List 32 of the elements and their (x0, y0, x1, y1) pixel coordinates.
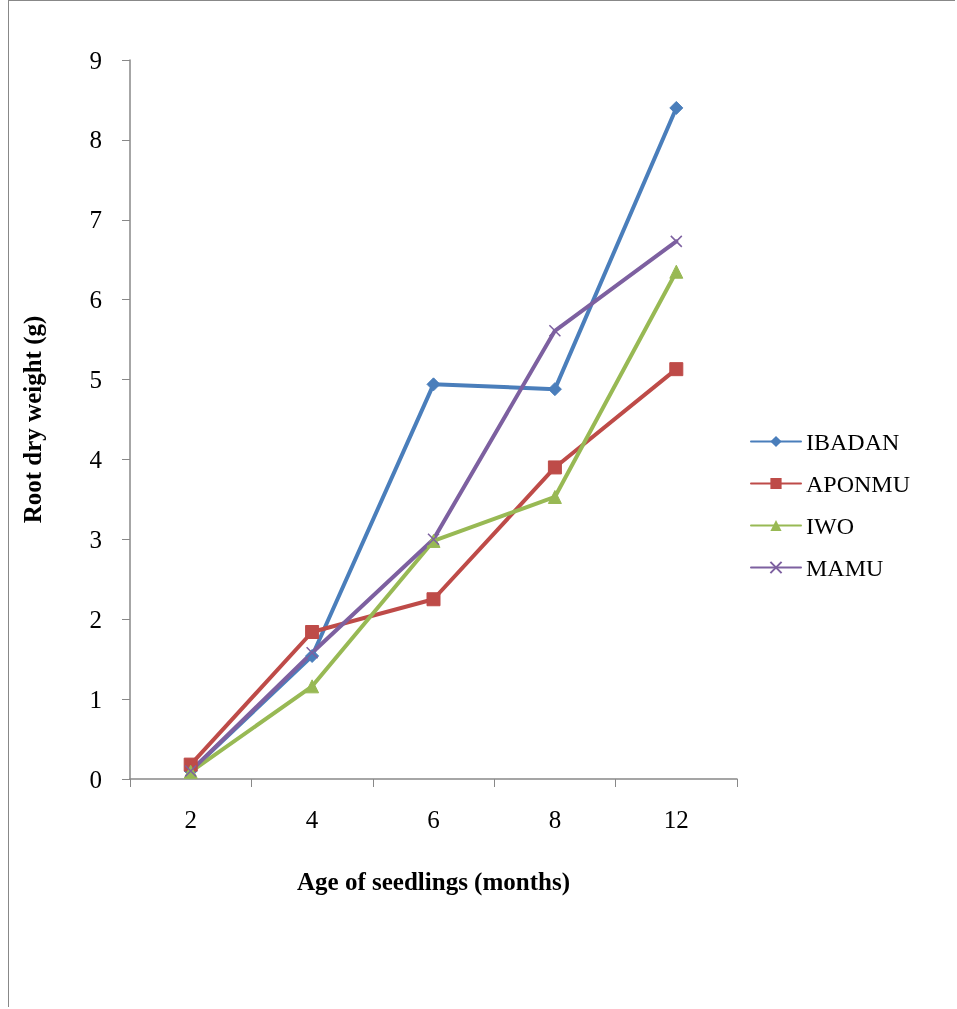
legend-label: IBADAN (806, 428, 900, 455)
point (669, 264, 684, 279)
point (426, 592, 441, 607)
y-tick-label: 1 (89, 685, 102, 713)
point (670, 235, 683, 248)
x-tick-label: 8 (548, 806, 562, 833)
x-axis-title: Age of seedlings (months) (297, 868, 570, 896)
point (426, 377, 441, 392)
x-tick-label: 4 (305, 806, 319, 833)
y-tick-label: 5 (89, 366, 102, 394)
point (669, 362, 684, 377)
point (305, 625, 320, 639)
y-tick-label: 7 (89, 206, 102, 234)
point (305, 679, 320, 694)
y-tick-label: 4 (89, 445, 103, 473)
legend-label: IWO (806, 512, 854, 539)
legend-label: MAMU (806, 554, 884, 581)
legend-label: APONMU (806, 470, 911, 497)
point (547, 489, 562, 504)
point (548, 324, 562, 338)
y-tick-label: 9 (89, 46, 102, 74)
y-axis-title: Root dry weight (g) (19, 315, 47, 524)
y-tick-label: 3 (89, 525, 102, 553)
x-tick-label: 2 (184, 806, 197, 833)
x-tick-label: 6 (427, 806, 440, 833)
point (547, 460, 562, 475)
y-tick-label: 0 (89, 765, 102, 793)
y-tick-label: 2 (89, 605, 102, 633)
point (669, 100, 684, 115)
y-tick-label: 6 (89, 286, 102, 314)
y-tick-label: 8 (89, 126, 102, 154)
x-tick-label: 12 (663, 806, 689, 833)
